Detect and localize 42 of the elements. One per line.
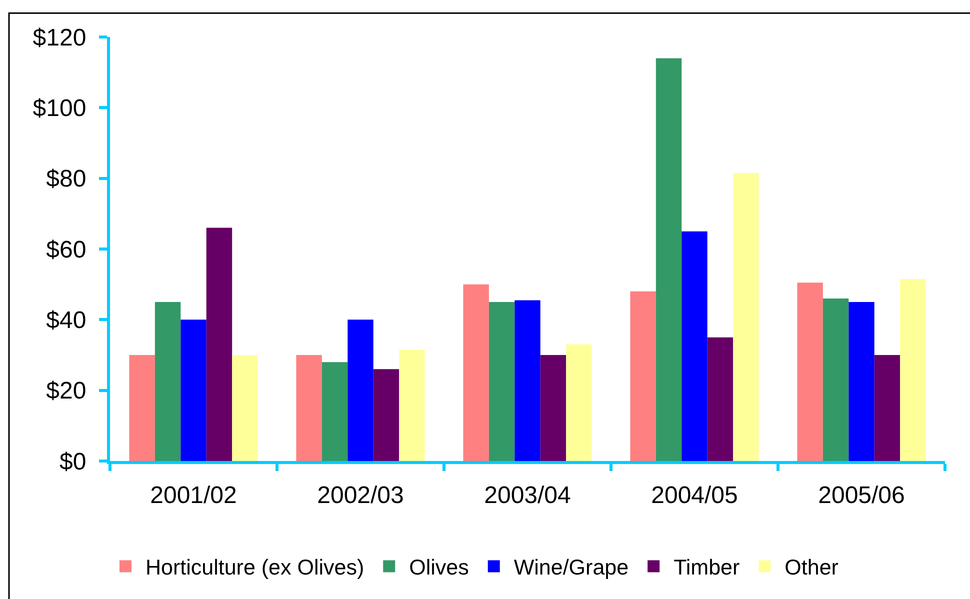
y-tick-label: $60 [46, 236, 86, 264]
legend-label: Horticulture (ex Olives) [145, 556, 364, 580]
bar [129, 355, 155, 461]
y-tick-label: $0 [59, 448, 86, 476]
x-tick-label: 2002/03 [317, 482, 404, 509]
bar [733, 173, 759, 461]
y-tick-label: $120 [32, 24, 86, 52]
x-tick-label: 2003/04 [484, 482, 571, 509]
bar [154, 302, 181, 461]
x-tick-label: 2004/05 [651, 482, 738, 509]
bar [399, 350, 425, 461]
bar [900, 279, 926, 461]
bar [514, 300, 540, 461]
legend-label: Other [784, 556, 838, 580]
legend-label: Wine/Grape [514, 556, 629, 580]
bar [206, 228, 232, 461]
bar [848, 302, 874, 461]
y-tick-label: $100 [32, 95, 86, 122]
bar [232, 355, 258, 461]
bar [463, 284, 489, 461]
bar [566, 344, 592, 461]
bar [488, 302, 515, 461]
legend-label: Olives [409, 556, 469, 580]
bar [540, 355, 566, 461]
y-tick-label: $20 [46, 378, 86, 405]
x-tick-label: 2001/02 [150, 482, 237, 509]
bar [348, 320, 374, 461]
bar [322, 362, 348, 461]
bar [373, 369, 400, 461]
legend-label: Timber [674, 556, 740, 580]
y-tick-label: $80 [46, 166, 86, 193]
bar [822, 298, 849, 461]
x-tick-label: 2005/06 [818, 482, 905, 509]
bar [797, 282, 823, 461]
bar [656, 58, 682, 461]
bar [682, 231, 708, 461]
y-tick-label: $40 [46, 307, 86, 334]
bar [874, 355, 900, 461]
bar [630, 291, 656, 461]
bar [296, 355, 322, 461]
bar [180, 320, 206, 461]
bar [707, 337, 734, 461]
